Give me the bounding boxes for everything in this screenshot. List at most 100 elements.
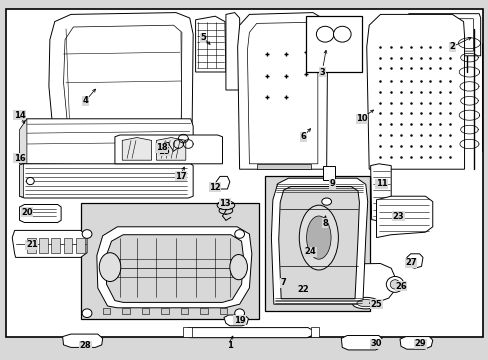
Ellipse shape	[306, 216, 330, 259]
Bar	[305, 16, 361, 72]
Bar	[63, 238, 72, 253]
FancyBboxPatch shape	[6, 9, 482, 337]
Ellipse shape	[99, 253, 121, 282]
Text: 10: 10	[355, 114, 367, 123]
Text: 21: 21	[26, 240, 38, 249]
Polygon shape	[200, 308, 207, 314]
Polygon shape	[237, 13, 327, 169]
Polygon shape	[142, 308, 149, 314]
Ellipse shape	[26, 177, 34, 185]
Polygon shape	[341, 336, 382, 350]
Polygon shape	[271, 178, 367, 304]
Ellipse shape	[325, 276, 339, 289]
Bar	[27, 238, 36, 253]
Text: 1: 1	[226, 341, 232, 350]
Polygon shape	[406, 254, 422, 268]
Polygon shape	[20, 164, 193, 198]
Polygon shape	[220, 308, 227, 314]
Polygon shape	[399, 337, 432, 349]
Polygon shape	[20, 204, 61, 222]
Text: 11: 11	[375, 179, 386, 188]
Ellipse shape	[299, 205, 338, 270]
Text: 20: 20	[21, 208, 33, 217]
Text: 15: 15	[158, 147, 169, 156]
Text: 5: 5	[200, 33, 205, 42]
Ellipse shape	[306, 274, 326, 292]
Bar	[51, 238, 60, 253]
Text: 16: 16	[14, 154, 25, 163]
Text: 14: 14	[14, 111, 25, 120]
Polygon shape	[20, 119, 193, 166]
Ellipse shape	[351, 297, 379, 309]
Polygon shape	[287, 264, 394, 302]
Ellipse shape	[333, 26, 350, 42]
Polygon shape	[62, 334, 102, 347]
Polygon shape	[278, 186, 359, 299]
Bar	[264, 176, 369, 311]
Text: 4: 4	[82, 96, 88, 105]
Bar	[81, 203, 259, 319]
Polygon shape	[122, 138, 151, 160]
Polygon shape	[12, 230, 87, 257]
Text: 26: 26	[394, 282, 406, 291]
Text: 6: 6	[300, 132, 305, 141]
Ellipse shape	[316, 26, 333, 42]
Bar	[76, 238, 84, 253]
Polygon shape	[370, 164, 390, 221]
Polygon shape	[256, 164, 310, 169]
Ellipse shape	[234, 230, 244, 238]
Text: 23: 23	[392, 212, 404, 220]
Ellipse shape	[321, 220, 331, 227]
Text: 13: 13	[219, 199, 230, 208]
Polygon shape	[156, 138, 185, 160]
Polygon shape	[225, 13, 240, 90]
Bar	[322, 166, 334, 180]
Text: 18: 18	[155, 143, 167, 152]
Polygon shape	[63, 25, 182, 160]
Polygon shape	[195, 16, 225, 72]
Text: 3: 3	[319, 68, 325, 77]
Ellipse shape	[356, 300, 374, 307]
Ellipse shape	[229, 255, 247, 280]
Text: 19: 19	[233, 316, 245, 325]
Polygon shape	[105, 235, 243, 302]
Ellipse shape	[82, 230, 92, 238]
Text: 29: 29	[414, 339, 426, 348]
Text: 28: 28	[80, 341, 91, 350]
Text: 7: 7	[280, 278, 286, 287]
Polygon shape	[49, 13, 193, 166]
Ellipse shape	[342, 277, 353, 288]
Polygon shape	[376, 196, 432, 238]
Polygon shape	[288, 245, 316, 262]
Bar	[325, 191, 332, 194]
Polygon shape	[20, 119, 27, 164]
Polygon shape	[181, 308, 188, 314]
Bar	[321, 203, 331, 223]
Bar	[183, 327, 192, 337]
Ellipse shape	[321, 198, 331, 205]
Polygon shape	[102, 308, 110, 314]
Polygon shape	[247, 22, 317, 164]
Polygon shape	[216, 176, 229, 189]
Polygon shape	[415, 19, 472, 51]
Text: 30: 30	[370, 339, 382, 348]
Polygon shape	[407, 14, 480, 56]
Polygon shape	[366, 14, 464, 169]
Ellipse shape	[82, 309, 92, 318]
Text: 25: 25	[370, 300, 382, 309]
Text: 17: 17	[175, 172, 186, 181]
Polygon shape	[20, 164, 23, 197]
Polygon shape	[184, 328, 312, 338]
Text: 22: 22	[297, 285, 308, 294]
Text: 9: 9	[329, 179, 335, 188]
Polygon shape	[115, 135, 222, 164]
Polygon shape	[122, 308, 129, 314]
Polygon shape	[224, 315, 248, 326]
Text: 8: 8	[322, 219, 327, 228]
Bar	[310, 327, 319, 337]
Text: 2: 2	[448, 42, 454, 51]
Text: 24: 24	[304, 248, 316, 256]
Text: 12: 12	[209, 183, 221, 192]
Bar	[39, 238, 48, 253]
Ellipse shape	[234, 309, 244, 318]
